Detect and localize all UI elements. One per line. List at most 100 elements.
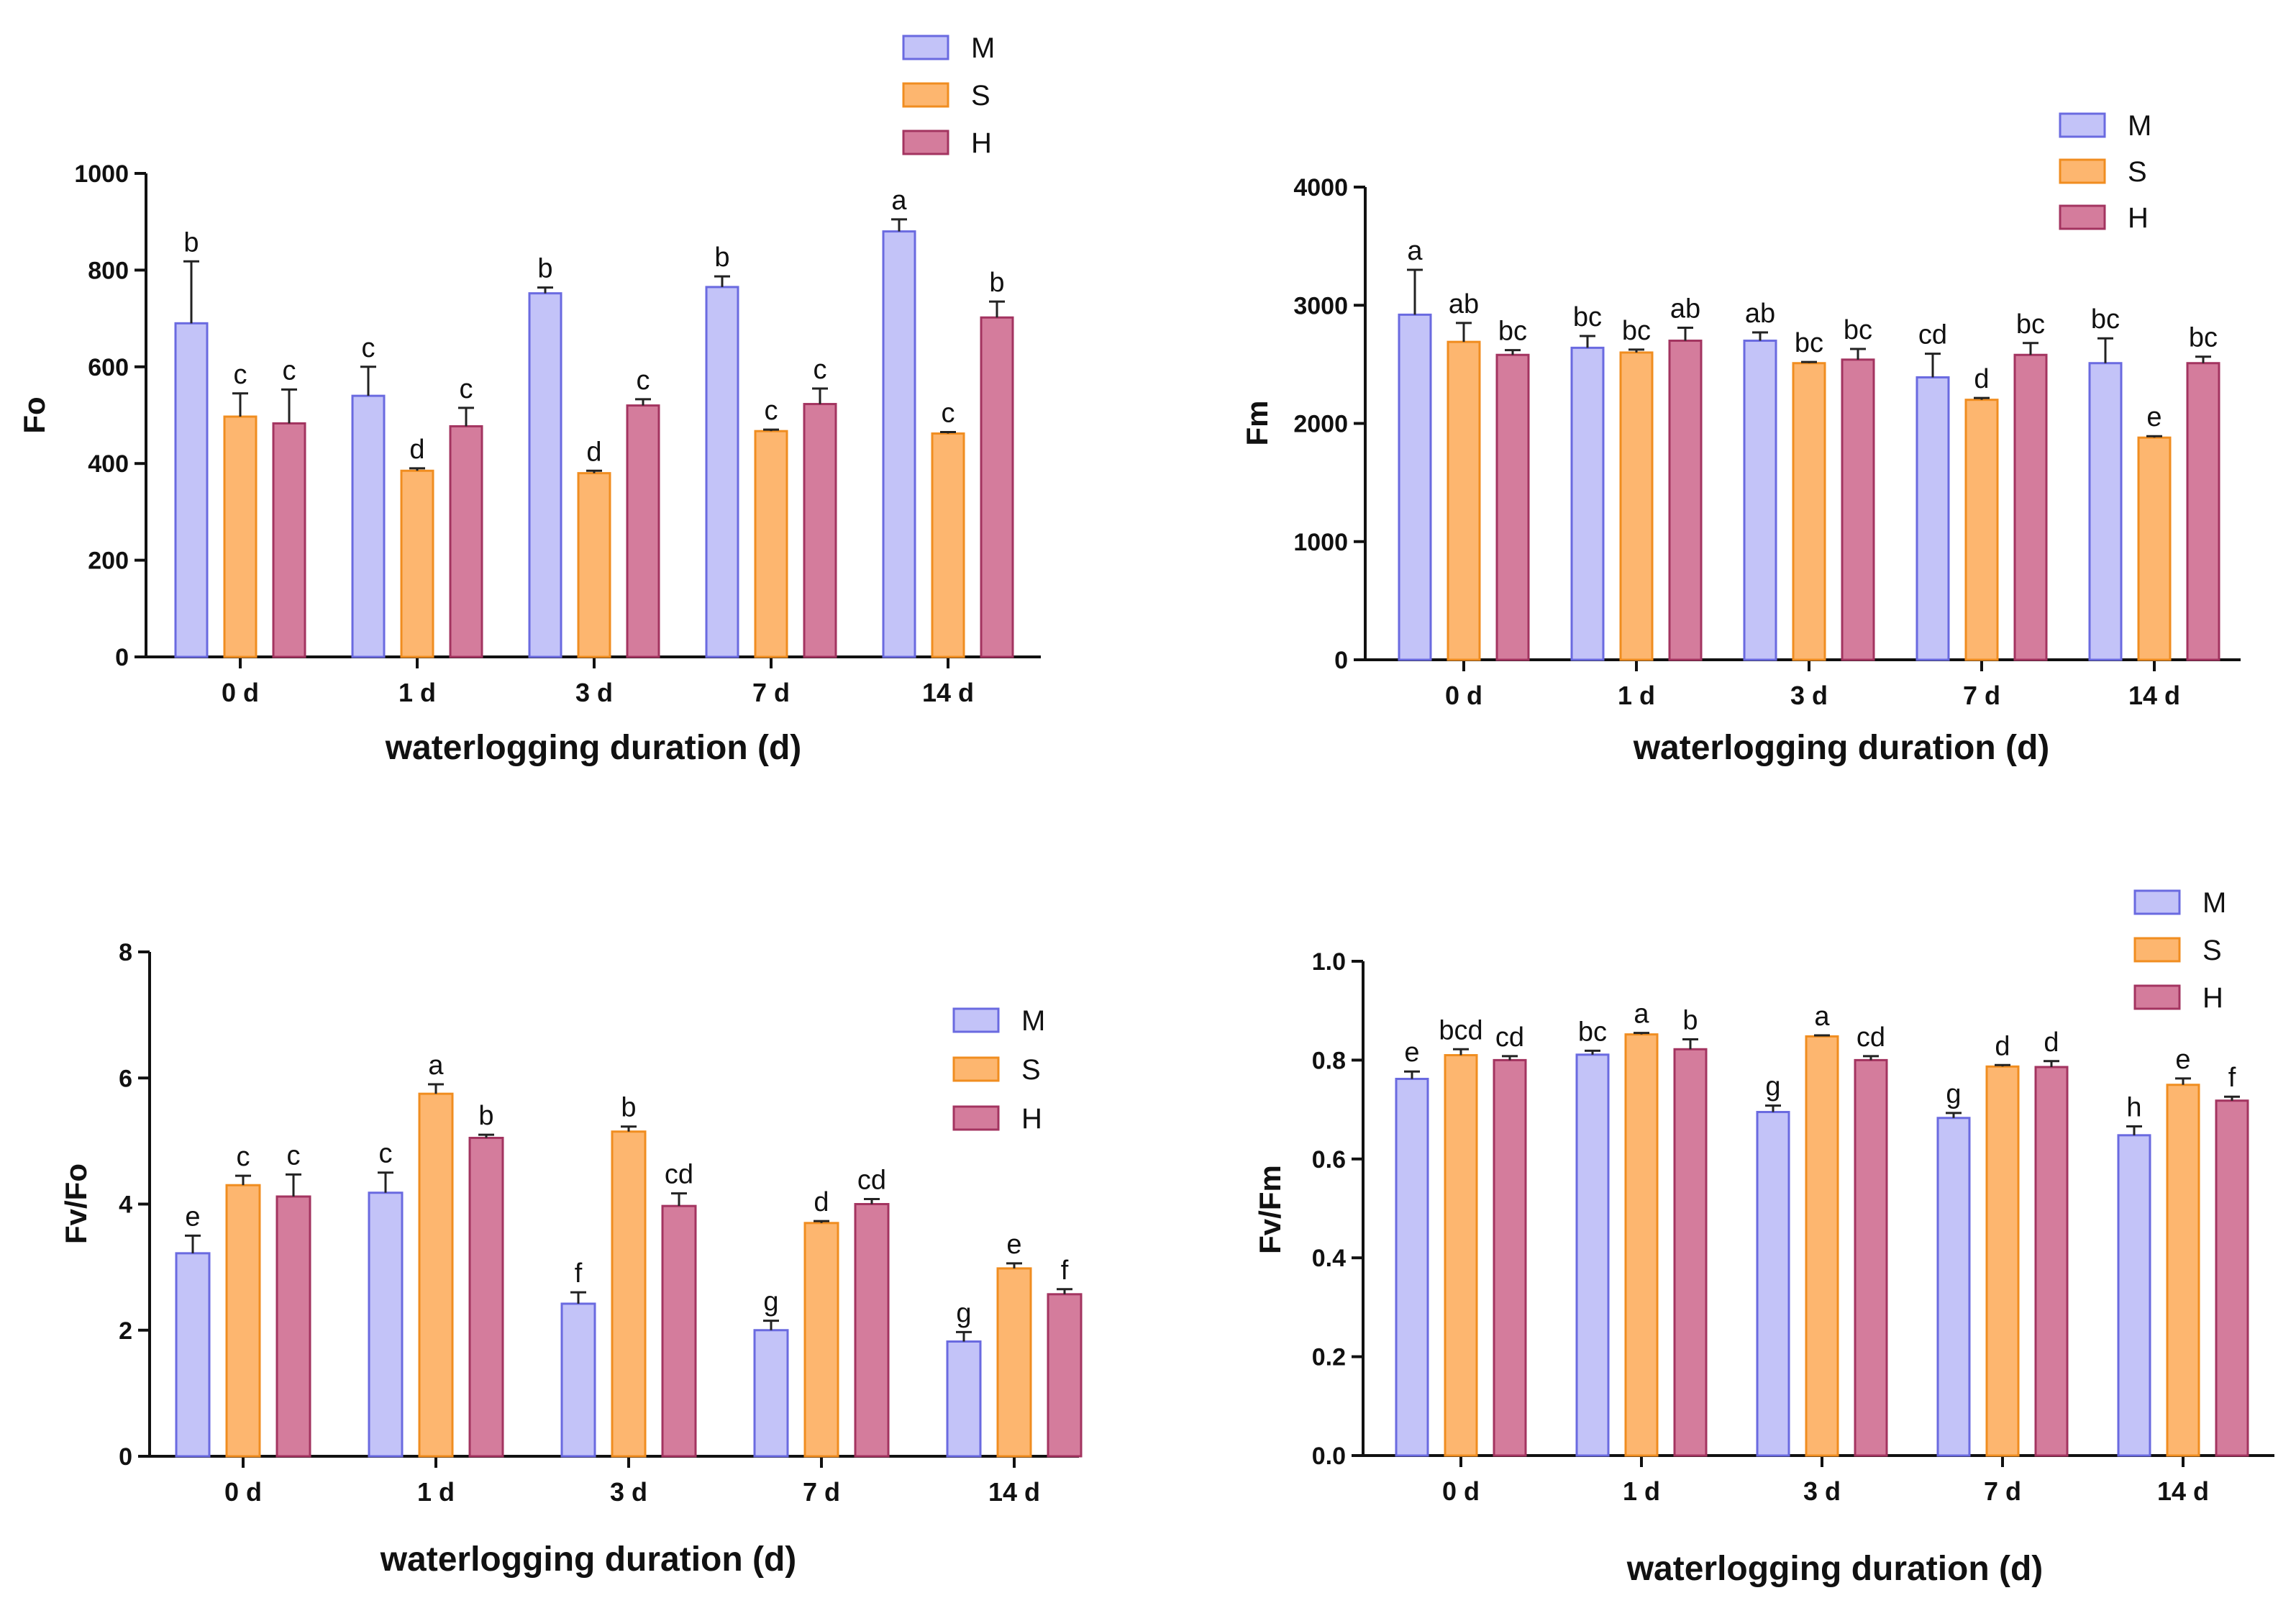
significance-letter: a <box>1407 236 1423 266</box>
significance-letter: bcd <box>1439 1015 1482 1045</box>
x-tick-label: 1 d <box>1623 1476 1660 1506</box>
significance-letter: e <box>1006 1230 1021 1260</box>
x-tick-label: 14 d <box>2128 681 2180 710</box>
x-tick-label: 3 d <box>1790 681 1828 710</box>
legend-swatch-h <box>2133 984 2181 1010</box>
bar-s <box>611 1130 647 1458</box>
bar-m <box>753 1329 789 1458</box>
x-tick-label: 3 d <box>575 678 613 707</box>
significance-letter: b <box>1682 1006 1698 1036</box>
y-tick-label: 600 <box>88 354 129 381</box>
significance-letter: b <box>621 1093 636 1123</box>
significance-letter: cd <box>665 1160 693 1190</box>
legend-swatch-m <box>2133 889 2181 915</box>
legend-label: M <box>2202 887 2226 919</box>
bar-m <box>1398 313 1432 661</box>
x-axis-title: waterlogging duration (d) <box>385 729 802 767</box>
x-tick-label: 7 d <box>752 678 790 707</box>
bar-m <box>946 1340 982 1458</box>
significance-letter: d <box>586 437 601 467</box>
x-tick-label: 3 d <box>610 1477 647 1507</box>
significance-letter: g <box>956 1298 971 1328</box>
bar-m <box>2088 362 2123 661</box>
significance-letter: e <box>2175 1045 2190 1075</box>
y-axis-title: Fo <box>17 396 51 433</box>
bar-h <box>2215 1099 2249 1457</box>
legend-label: S <box>1021 1054 1041 1086</box>
y-tick-label: 0.2 <box>1312 1344 1346 1371</box>
x-tick-label: 0 d <box>224 1477 262 1507</box>
bar-s <box>400 469 434 658</box>
legend-swatch-m <box>902 35 949 60</box>
y-tick-label: 0.8 <box>1312 1047 1346 1074</box>
bar-h <box>2034 1066 2069 1457</box>
x-tick-label: 3 d <box>1803 1476 1841 1506</box>
bar-m <box>882 230 916 658</box>
significance-letter: b <box>989 268 1004 298</box>
bar-h <box>1668 340 1703 661</box>
y-tick-label: 0 <box>1334 647 1348 674</box>
significance-letter: a <box>428 1050 444 1081</box>
bar-h <box>1047 1293 1083 1458</box>
significance-letter: d <box>2044 1027 2059 1058</box>
legend-label: H <box>2128 202 2149 234</box>
significance-letter: bc <box>1578 1017 1607 1047</box>
bar-h <box>468 1136 504 1458</box>
significance-letter: c <box>362 333 375 363</box>
significance-letter: d <box>1995 1031 2010 1061</box>
bar-h <box>854 1203 890 1458</box>
bar-s <box>223 415 258 658</box>
significance-letter: bc <box>1622 316 1651 346</box>
legend-swatch-m <box>952 1007 1000 1033</box>
bar-s <box>1964 399 1999 661</box>
legend-swatch-s <box>2133 937 2181 963</box>
y-tick-label: 2000 <box>1293 411 1348 438</box>
bar-s <box>1792 362 1826 661</box>
x-tick-label: 7 d <box>1963 681 2000 710</box>
x-tick-label: 0 d <box>1445 681 1482 710</box>
x-tick-label: 7 d <box>803 1477 840 1507</box>
legend-label: H <box>971 127 992 159</box>
y-tick-label: 0.6 <box>1312 1146 1346 1174</box>
bar-m <box>1915 376 1950 661</box>
y-tick-label: 4000 <box>1293 174 1348 201</box>
x-tick-label: 14 d <box>922 678 974 707</box>
bar-h <box>2186 362 2220 661</box>
y-tick-label: 8 <box>119 939 132 966</box>
bar-s <box>2137 436 2172 661</box>
significance-letter: d <box>814 1187 829 1217</box>
significance-letter: cd <box>1918 320 1947 350</box>
x-tick-label: 0 d <box>222 678 259 707</box>
significance-letter: c <box>765 396 778 426</box>
bar-m <box>2117 1134 2151 1457</box>
chart-fv-fo: 0 2 4 6 8 0 d 1 d 3 d 7 d 14 d e c f g g c a b d e c b cd cd f MS… <box>59 939 1083 1579</box>
bar-h <box>272 422 306 658</box>
bar-s <box>1619 351 1654 661</box>
x-tick-label: 1 d <box>417 1477 455 1507</box>
legend-swatch-s <box>2059 158 2106 184</box>
significance-letter: g <box>763 1287 778 1317</box>
significance-letter: c <box>637 366 650 396</box>
significance-letter: c <box>460 374 473 404</box>
significance-letter: ab <box>1449 289 1479 319</box>
bar-h <box>1854 1058 1888 1457</box>
y-tick-label: 1000 <box>74 160 129 188</box>
significance-letter: e <box>185 1202 200 1232</box>
significance-letter: a <box>1814 1002 1830 1032</box>
significance-letter: c <box>287 1140 301 1171</box>
bar-m <box>705 286 739 658</box>
significance-letter: b <box>714 242 729 273</box>
significance-letter: d <box>1974 364 1989 394</box>
significance-letter: a <box>891 186 907 216</box>
significance-letter: c <box>237 1142 250 1172</box>
bar-h <box>275 1195 311 1458</box>
significance-letter: b <box>537 254 552 284</box>
bar-h <box>1493 1058 1527 1457</box>
significance-letter: bc <box>1844 315 1872 345</box>
significance-letter: e <box>1404 1038 1419 1068</box>
significance-letter: cd <box>1857 1022 1885 1053</box>
bar-h <box>626 404 660 658</box>
significance-letter: f <box>1061 1256 1069 1286</box>
x-tick-label: 7 d <box>1984 1476 2021 1506</box>
